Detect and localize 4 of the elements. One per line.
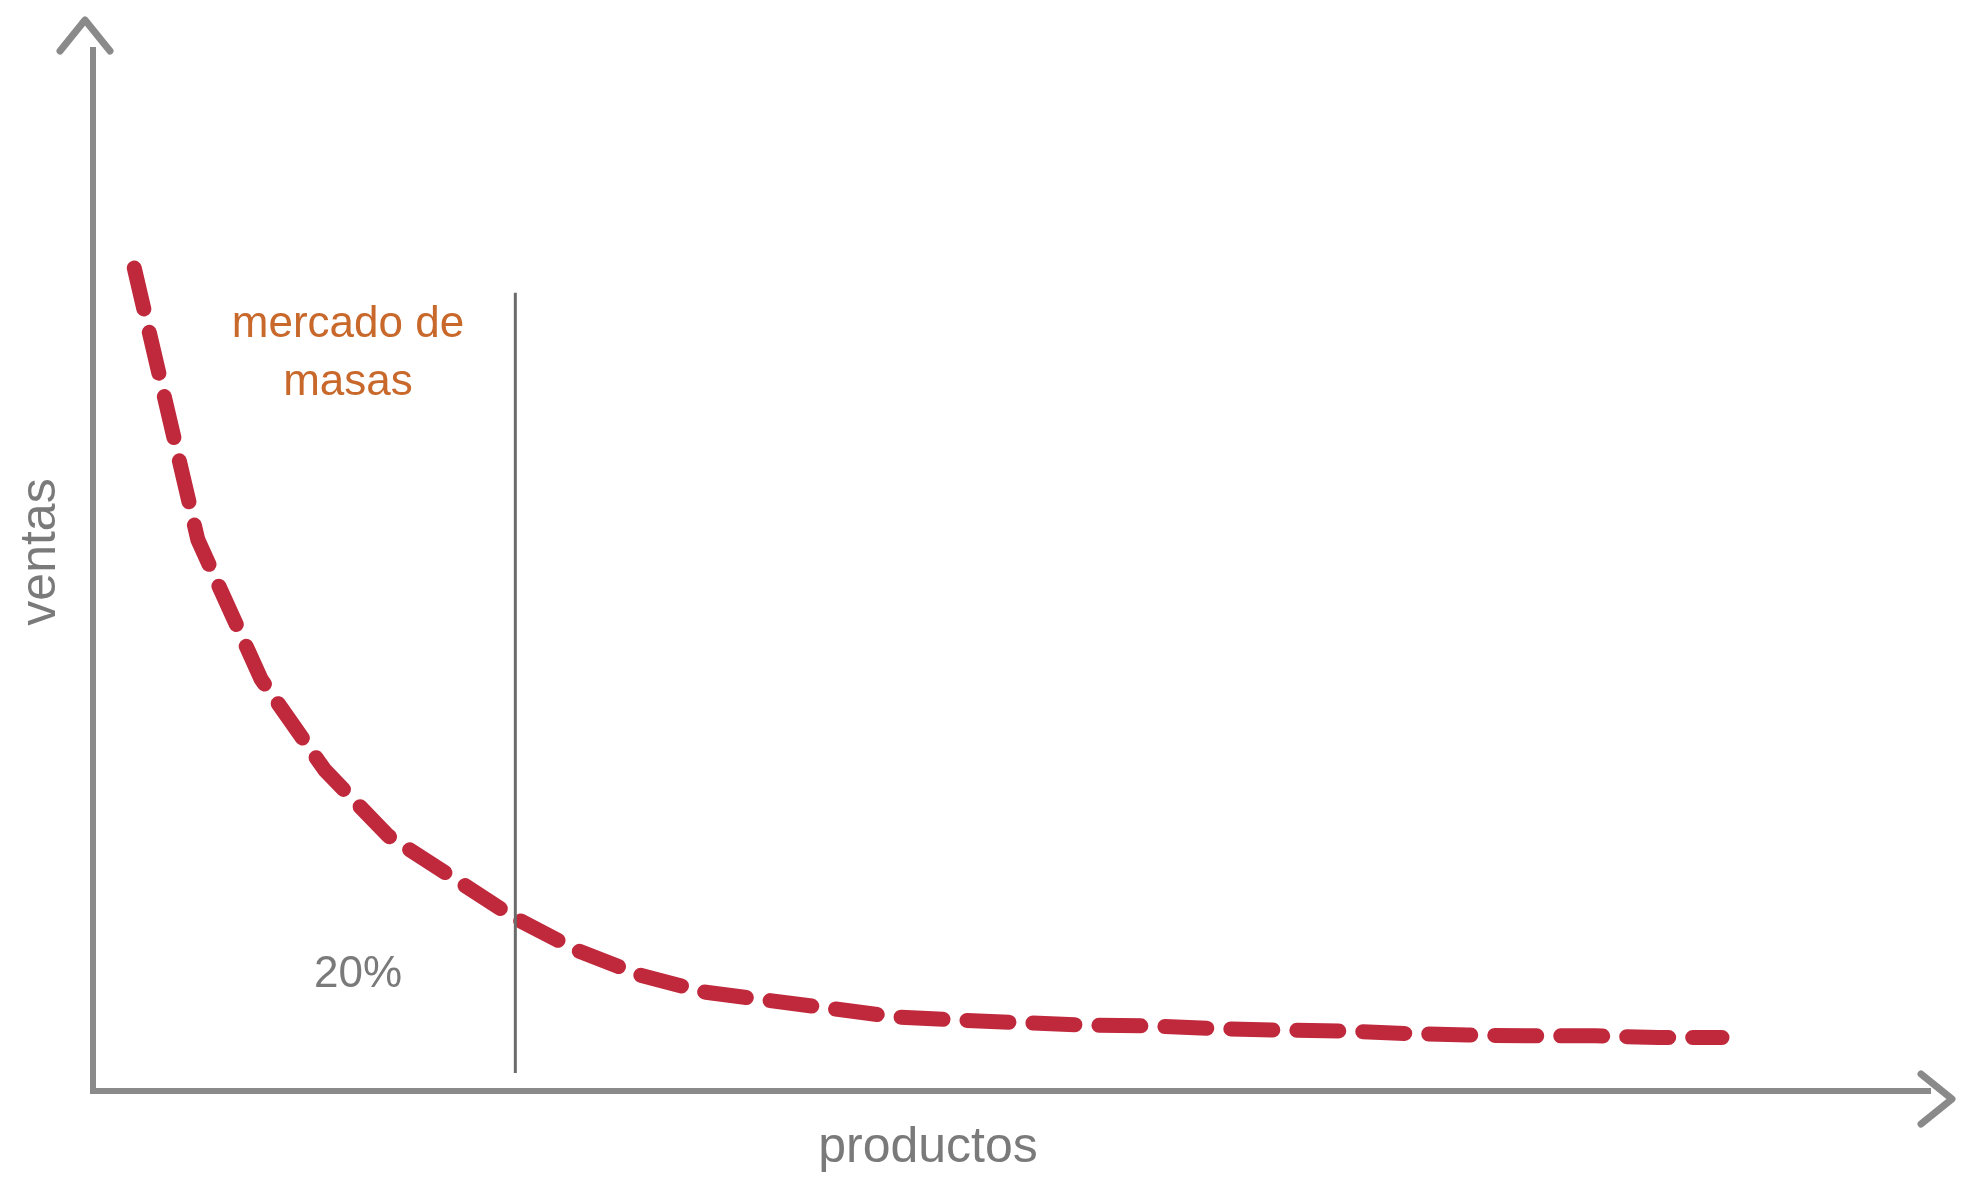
annotation: mercado de masas: [230, 296, 466, 406]
x-axis-title: productos: [817, 1116, 1039, 1174]
annotation: 20%: [312, 946, 404, 998]
y-axis-title: ventas: [9, 477, 67, 628]
